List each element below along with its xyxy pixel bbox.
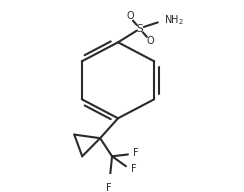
Text: S: S: [137, 24, 143, 34]
Text: F: F: [131, 164, 137, 174]
Text: F: F: [106, 183, 112, 192]
Text: O: O: [126, 11, 134, 21]
Text: NH$_2$: NH$_2$: [164, 14, 184, 27]
Text: F: F: [133, 148, 139, 158]
Text: O: O: [146, 36, 154, 46]
